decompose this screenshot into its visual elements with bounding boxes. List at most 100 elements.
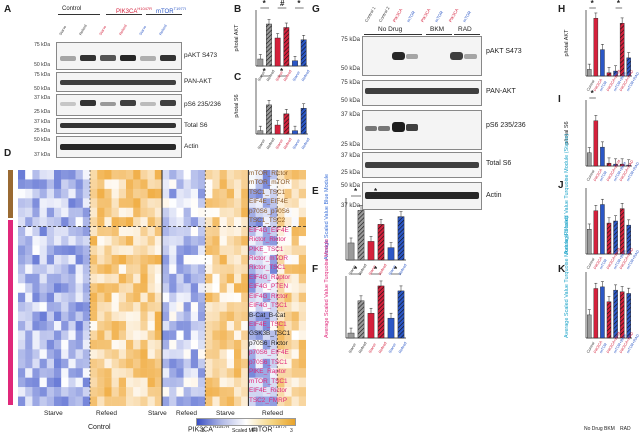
heatmap-cell [248,302,256,312]
colorbar-label: Scaled MFI [232,428,258,434]
heatmap-cell [212,358,220,369]
bar [600,204,605,255]
heatmap-cell [298,198,306,208]
heatmap-cell [284,207,292,218]
heatmap-cell [270,358,278,369]
heatmap-cell [298,377,306,388]
heatmap-cell [32,254,40,265]
heatmap-cell [82,236,91,246]
heatmap-cell [75,283,83,293]
heatmap-cell [284,179,292,190]
heatmap-cell [104,339,112,350]
heatmap-cell [248,330,256,341]
heatmap-cell [262,207,271,218]
heatmap-cell [241,236,249,246]
heatmap-cell [298,387,306,397]
heatmap-cell [39,377,47,388]
heatmap-cell [241,339,249,350]
heatmap-cell [147,188,155,199]
heatmap-cell [104,396,112,406]
heatmap-cell [39,330,47,341]
heatmap-cell [219,283,227,293]
heatmap-cell [212,387,220,397]
heatmap-cell [277,273,285,284]
heatmap-cell [248,264,256,275]
heatmap-cell [248,358,256,369]
heatmap-cell [68,188,76,199]
heatmap-cell [118,377,127,388]
heatmap-cell [97,236,105,246]
heatmap-cell [234,368,242,378]
bar [266,23,272,67]
heatmap-cell [262,368,271,378]
heatmap-cell [25,207,33,218]
heatmap-cell [205,236,213,246]
heatmap-cell [241,217,249,227]
heatmap-cell [262,254,271,265]
heatmap-cell [18,188,26,199]
heatmap-cell [176,264,184,275]
heatmap-cell [54,377,62,388]
heatmap-cell [32,349,40,359]
heatmap-cell [147,179,155,190]
heatmap-cell [54,188,62,199]
heatmap-cell [111,396,119,406]
bar [347,242,355,261]
heatmap-cell [205,349,213,359]
blot-a-group-line [146,14,182,15]
heatmap-cell [97,368,105,378]
heatmap-cell [18,207,26,218]
heatmap-cell [97,198,105,208]
heatmap-cell [162,292,170,303]
heatmap-cell [169,358,177,369]
heatmap-cell [190,358,199,369]
heatmap-cell [90,302,98,312]
heatmap-cell [284,311,292,322]
panel-label-k: K [558,264,566,275]
heatmap-cell [140,170,148,180]
heatmap-cell [176,358,184,369]
heatmap-cell [255,387,263,397]
heatmap-cell [198,368,206,378]
bar [377,285,385,339]
blot-g-kda: 37 kDa [340,112,360,118]
heatmap-cell [183,396,191,406]
heatmap-cell [126,254,134,265]
heatmap-cell [270,217,278,227]
heatmap-cell [46,188,55,199]
heatmap-cell [298,302,306,312]
heatmap-cell [169,217,177,227]
heatmap-cell [90,396,98,406]
bar [600,146,605,167]
heatmap-cell [241,207,249,218]
bar [387,247,395,261]
heatmap-cell [147,396,155,406]
heatmap-cell [284,321,292,331]
heatmap-cell [54,396,62,406]
heatmap-cell [154,226,163,237]
heatmap-cell [262,283,271,293]
heatmap-cell [75,368,83,378]
heatmap-cell [262,273,271,284]
heatmap-cell [226,273,235,284]
heatmap-cell [205,330,213,341]
heatmap-colorbar [196,418,296,426]
heatmap-cell [111,349,119,359]
bar [283,27,290,67]
heatmap-cell [68,349,76,359]
heatmap-cell [219,198,227,208]
heatmap-cell [162,339,170,350]
bar [619,208,625,255]
heatmap-cell [162,217,170,227]
heatmap-cell [198,321,206,331]
heatmap-cell [234,273,242,284]
heatmap-cell [176,377,184,388]
bar [619,291,625,339]
heatmap-cell [18,264,26,275]
heatmap-cell [118,292,127,303]
heatmap-cell [68,387,76,397]
heatmap-cell [54,292,62,303]
heatmap-cell [205,245,213,256]
heatmap-cell [46,179,55,190]
blot-a-kda: 50 kDa [34,86,50,92]
